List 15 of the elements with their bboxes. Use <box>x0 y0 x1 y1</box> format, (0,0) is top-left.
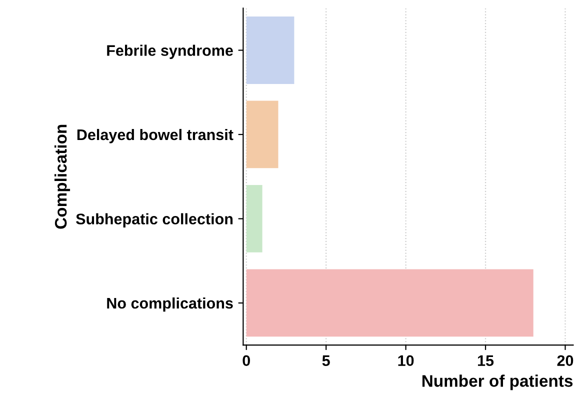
x-axis-title: Number of patients <box>422 374 573 390</box>
bar <box>246 100 278 168</box>
bar <box>246 185 262 252</box>
y-tick-label: No complications <box>107 297 233 312</box>
bar <box>246 16 294 84</box>
y-tick-label: Febrile syndrome <box>107 44 233 59</box>
y-axis-title: Complication <box>54 124 70 229</box>
x-tick-label: 5 <box>322 355 330 366</box>
x-tick-label: 15 <box>478 355 494 366</box>
x-tick-label: 0 <box>242 355 250 366</box>
x-tick-label: 10 <box>398 355 414 366</box>
y-tick-label: Subhepatic collection <box>76 213 233 228</box>
y-tick-label: Delayed bowel transit <box>77 128 234 144</box>
x-tick-label: 20 <box>557 355 574 366</box>
bar <box>246 269 534 337</box>
